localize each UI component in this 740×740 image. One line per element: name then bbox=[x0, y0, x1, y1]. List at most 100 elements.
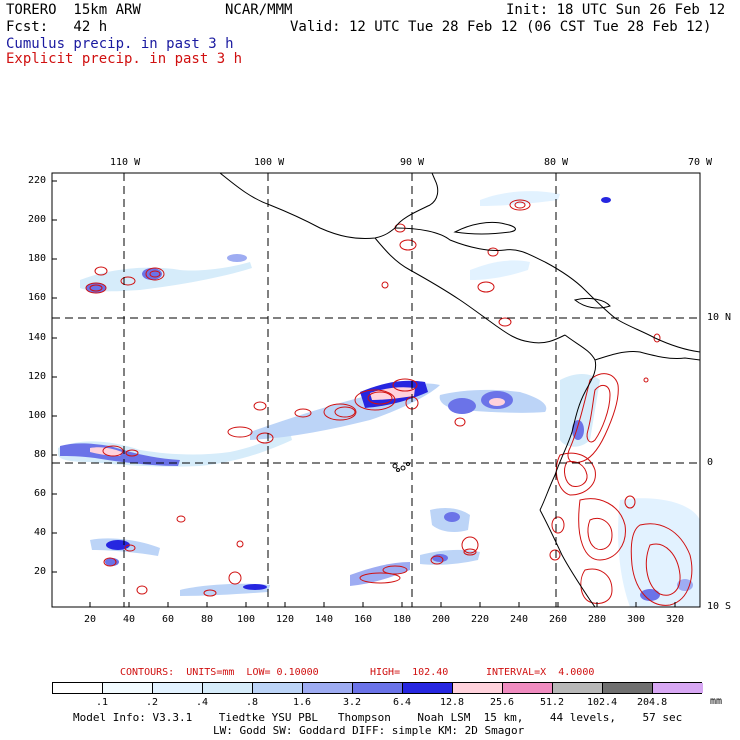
contour bbox=[551, 516, 565, 534]
colorbar-label: 6.4 bbox=[393, 697, 412, 708]
y-tick-label: 220 bbox=[28, 175, 47, 186]
contour bbox=[103, 557, 117, 567]
cumulus-precip-shading bbox=[58, 191, 700, 607]
explicit-precip-contours bbox=[85, 199, 693, 606]
contour bbox=[586, 384, 611, 443]
contour bbox=[89, 284, 103, 292]
precip-cell-gulf bbox=[601, 197, 611, 203]
lon-label-90w: 90 W bbox=[400, 157, 425, 168]
colorbar-cell bbox=[403, 683, 453, 693]
contour bbox=[136, 585, 148, 595]
precip-band-south-east-2 bbox=[420, 549, 480, 565]
contour bbox=[228, 571, 242, 585]
x-tick-label: 160 bbox=[354, 614, 373, 625]
center-label: NCAR/MMM bbox=[225, 2, 293, 18]
coastline-galapagos bbox=[392, 463, 398, 469]
colorbar-cell bbox=[503, 683, 553, 693]
contour bbox=[430, 555, 444, 565]
precip-cell-bottom bbox=[243, 584, 267, 590]
coastline-peru bbox=[539, 509, 596, 607]
contour bbox=[176, 515, 186, 523]
contour bbox=[236, 540, 244, 548]
cumulus-legend: Cumulus precip. in past 3 h bbox=[6, 36, 234, 52]
lon-label-100w: 100 W bbox=[254, 157, 285, 168]
coastline-yucatan bbox=[394, 227, 546, 263]
contour bbox=[359, 572, 401, 584]
colorbar-cell bbox=[53, 683, 103, 693]
colorbar-label: .2 bbox=[146, 697, 159, 708]
contour bbox=[124, 544, 136, 552]
colorbar-label: 102.4 bbox=[587, 697, 618, 708]
lat-lon-grid bbox=[52, 173, 700, 607]
coastline-colombia-pacific bbox=[539, 334, 597, 511]
contour-interval: INTERVAL=X 4.0000 bbox=[486, 667, 595, 678]
contour bbox=[334, 406, 356, 418]
coastline-central-america bbox=[374, 237, 566, 344]
x-tick-label: 100 bbox=[237, 614, 256, 625]
contour-units: CONTOURS: UNITS=mm LOW= 0.10000 bbox=[120, 667, 319, 678]
precip-cell-nw-a bbox=[86, 283, 106, 293]
contour bbox=[149, 270, 161, 278]
coastline-south-america-interior bbox=[594, 351, 700, 361]
lat-label-10s: 10 S bbox=[707, 601, 732, 612]
contour bbox=[294, 408, 312, 418]
x-tick-label: 240 bbox=[510, 614, 529, 625]
colorbar-unit: mm bbox=[710, 696, 723, 707]
y-tick-label: 200 bbox=[28, 214, 47, 225]
y-tick-label: 20 bbox=[34, 566, 47, 577]
precip-band-south-mid bbox=[350, 562, 410, 586]
contour bbox=[253, 401, 267, 411]
contour bbox=[323, 403, 357, 421]
lon-label-70w: 70 W bbox=[688, 157, 713, 168]
contour bbox=[555, 452, 596, 496]
contour bbox=[509, 199, 531, 211]
x-tick-label: 20 bbox=[84, 614, 97, 625]
colorbar-cell bbox=[653, 683, 703, 693]
colorbar-label: .8 bbox=[246, 697, 259, 708]
lon-label-80w: 80 W bbox=[544, 157, 569, 168]
coastline-island bbox=[573, 297, 611, 309]
colorbar-cell bbox=[553, 683, 603, 693]
contour bbox=[514, 201, 526, 209]
y-tick-label: 180 bbox=[28, 253, 47, 264]
contour bbox=[102, 445, 124, 457]
contour bbox=[125, 449, 139, 457]
precip-cell-south-b bbox=[105, 558, 119, 566]
coastline-caribbean bbox=[544, 261, 700, 353]
x-tick-label: 220 bbox=[471, 614, 490, 625]
x-tick-label: 280 bbox=[588, 614, 607, 625]
contour bbox=[580, 568, 613, 604]
colorbar-label: 204.8 bbox=[637, 697, 668, 708]
colorbar-label: .4 bbox=[196, 697, 209, 708]
y-tick-label: 140 bbox=[28, 332, 47, 343]
y-tick-label: 40 bbox=[34, 527, 47, 538]
contour bbox=[463, 548, 477, 556]
forecast-hour: Fcst: 42 h bbox=[6, 19, 108, 35]
precip-cell-south-east-2 bbox=[432, 554, 448, 562]
contour bbox=[498, 317, 512, 327]
init-time: Init: 18 UTC Sun 26 Feb 12 bbox=[506, 2, 726, 18]
colorbar-label: 25.6 bbox=[490, 697, 515, 708]
y-tick-label: 120 bbox=[28, 371, 47, 382]
x-tick-label: 300 bbox=[627, 614, 646, 625]
x-tick-label: 200 bbox=[432, 614, 451, 625]
contour bbox=[120, 276, 136, 286]
colorbar bbox=[52, 682, 703, 694]
x-tick-label: 120 bbox=[276, 614, 295, 625]
colorbar-cell bbox=[203, 683, 253, 693]
coastlines bbox=[219, 173, 700, 607]
contour bbox=[643, 377, 649, 383]
contour bbox=[645, 543, 681, 596]
contour bbox=[256, 432, 274, 444]
lon-label-110w: 110 W bbox=[110, 157, 141, 168]
colorbar-cell bbox=[103, 683, 153, 693]
coastline-galapagos bbox=[396, 468, 400, 472]
coastline-galapagos bbox=[400, 465, 406, 471]
lat-label-10n: 10 N bbox=[707, 312, 732, 323]
x-tick-label: 260 bbox=[549, 614, 568, 625]
contour bbox=[85, 282, 107, 294]
contour bbox=[477, 281, 495, 293]
y-tick-label: 100 bbox=[28, 410, 47, 421]
colorbar-cell bbox=[153, 683, 203, 693]
